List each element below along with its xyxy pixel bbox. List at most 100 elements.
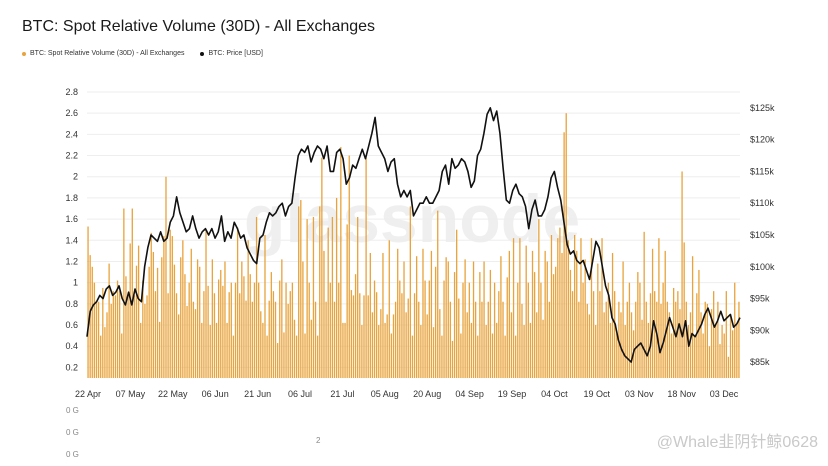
volume-bar bbox=[218, 279, 220, 378]
volume-bar bbox=[102, 287, 104, 378]
volume-bar bbox=[357, 216, 359, 378]
volume-bar bbox=[167, 293, 169, 378]
volume-bar bbox=[727, 356, 730, 378]
volume-bar bbox=[140, 322, 142, 378]
volume-bar bbox=[131, 208, 133, 378]
volume-bar bbox=[293, 319, 296, 378]
volume-bar bbox=[639, 282, 641, 378]
volume-bar bbox=[228, 292, 230, 378]
y-right-tick-label: $85k bbox=[750, 357, 770, 367]
volume-bar bbox=[308, 282, 310, 378]
volume-bar bbox=[515, 335, 517, 378]
volume-bar bbox=[432, 327, 435, 378]
volume-bar bbox=[525, 245, 527, 378]
volume-bar bbox=[664, 250, 666, 378]
x-tick-label: 18 Nov bbox=[667, 389, 696, 399]
volume-bar bbox=[230, 282, 232, 378]
legend-label-price: BTC: Price [USD] bbox=[208, 50, 263, 57]
volume-bar bbox=[335, 197, 338, 378]
volume-bar bbox=[660, 303, 662, 378]
volume-bar bbox=[552, 274, 555, 378]
volume-bar bbox=[192, 301, 195, 378]
volume-bar bbox=[597, 263, 599, 378]
volume-bar bbox=[462, 282, 464, 378]
volume-bar bbox=[635, 301, 637, 378]
volume-bar bbox=[95, 301, 98, 378]
volume-bar bbox=[700, 312, 702, 378]
volume-bar bbox=[354, 274, 357, 378]
x-tick-label: 03 Dec bbox=[710, 389, 739, 399]
y-left-tick-label: 1.8 bbox=[65, 193, 78, 203]
volume-bar bbox=[489, 269, 492, 378]
volume-bar bbox=[161, 257, 163, 378]
volume-bar bbox=[180, 257, 182, 378]
volume-bar bbox=[704, 301, 706, 378]
y-right-tick-label: $105k bbox=[750, 230, 775, 240]
volume-bar bbox=[173, 264, 176, 378]
volume-bar bbox=[144, 303, 146, 378]
volume-bar bbox=[538, 219, 540, 378]
volume-bar bbox=[241, 261, 243, 378]
y-left-tick-label: 1.6 bbox=[65, 214, 78, 224]
y-axis-left: 0.2 0.4 0.6 0.8 1 1.2 1.4 1.6 1.8 2 2.2 2.4 2.6 2.8 bbox=[65, 87, 78, 372]
volume-bar bbox=[662, 282, 664, 378]
volume-bar bbox=[340, 147, 342, 378]
volume-bar bbox=[146, 295, 148, 378]
y-left-tick-label: 2.6 bbox=[65, 108, 78, 118]
volume-bar bbox=[175, 293, 178, 378]
volume-bar bbox=[582, 282, 584, 378]
volume-bar bbox=[112, 291, 114, 378]
volume-bar bbox=[651, 248, 654, 378]
volume-bar bbox=[536, 312, 538, 378]
volume-bar bbox=[628, 282, 631, 378]
volume-bar bbox=[708, 346, 711, 378]
volume-bar bbox=[447, 261, 449, 378]
volume-bar bbox=[182, 240, 184, 378]
volume-bar bbox=[380, 309, 382, 378]
volume-bar bbox=[453, 272, 456, 378]
volume-bar bbox=[721, 325, 723, 378]
volume-bar bbox=[458, 298, 460, 378]
legend-swatch-price bbox=[200, 51, 205, 56]
volume-bar bbox=[698, 269, 700, 378]
x-tick-label: 06 Jul bbox=[288, 389, 312, 399]
volume-bar bbox=[159, 321, 161, 378]
volume-bar bbox=[125, 276, 127, 378]
volume-bar bbox=[255, 216, 258, 378]
volume-bar bbox=[378, 325, 380, 378]
x-tick-label: 19 Oct bbox=[584, 389, 611, 399]
volume-bar bbox=[260, 311, 262, 378]
y-right-tick-label: $95k bbox=[750, 294, 770, 304]
volume-bar bbox=[317, 335, 319, 378]
volume-bar bbox=[302, 261, 304, 378]
volume-bar bbox=[253, 282, 256, 378]
volume-bar bbox=[645, 301, 647, 378]
volume-bar bbox=[569, 269, 572, 378]
volume-bar bbox=[487, 301, 489, 378]
volume-bar bbox=[578, 301, 580, 378]
volume-bar bbox=[262, 322, 264, 378]
price-line bbox=[86, 107, 741, 363]
volume-bar bbox=[696, 293, 698, 378]
y-right-tick-label: $115k bbox=[750, 166, 774, 176]
volume-bar bbox=[403, 261, 405, 378]
volume-bar bbox=[239, 293, 241, 378]
volume-bar bbox=[291, 282, 294, 378]
legend-item-volume[interactable]: BTC: Spot Relative Volume (30D) - All Ex… bbox=[22, 50, 184, 57]
volume-bar bbox=[329, 282, 331, 378]
legend: BTC: Spot Relative Volume (30D) - All Ex… bbox=[22, 50, 263, 57]
volume-bar bbox=[236, 227, 239, 378]
volume-bar bbox=[352, 295, 355, 378]
volume-bar bbox=[517, 282, 519, 378]
y-right-tick-label: $110k bbox=[750, 198, 774, 208]
volume-bar bbox=[382, 253, 384, 378]
volume-bars bbox=[87, 113, 740, 379]
volume-bar bbox=[209, 325, 211, 378]
volume-bar bbox=[272, 291, 275, 378]
legend-item-price[interactable]: BTC: Price [USD] bbox=[200, 50, 263, 57]
volume-bar bbox=[502, 301, 504, 378]
volume-bar bbox=[247, 240, 249, 378]
volume-bar bbox=[186, 305, 188, 378]
volume-bar bbox=[373, 280, 376, 378]
volume-bar bbox=[87, 226, 89, 378]
